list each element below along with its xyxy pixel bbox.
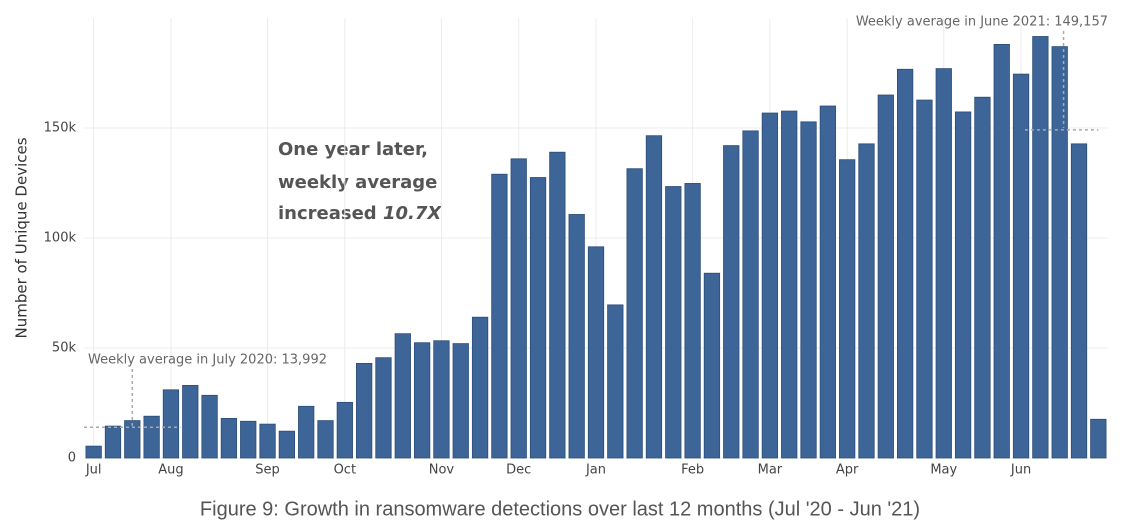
bar: [877, 94, 894, 459]
bar: [394, 333, 411, 459]
bar: [259, 423, 276, 459]
bar: [471, 316, 489, 459]
reference-label: Weekly average in July 2020: 13,992: [88, 353, 327, 368]
bar: [935, 68, 952, 459]
annotation-line: increased 10.7X: [278, 203, 442, 224]
bar: [954, 111, 972, 459]
bar: [742, 130, 759, 459]
bar: [587, 246, 605, 459]
bar: [781, 110, 798, 459]
y-tick-label: 50k: [52, 341, 77, 356]
x-tick-label: Feb: [681, 463, 704, 478]
x-tick-label: Sep: [255, 463, 280, 478]
x-tick-label: Jul: [85, 463, 102, 478]
bar: [278, 430, 295, 459]
bar: [839, 159, 856, 459]
bar: [182, 384, 199, 459]
bar: [665, 186, 682, 459]
bar: [626, 168, 643, 459]
caption: Figure 9: Growth in ransomware detection…: [200, 498, 920, 520]
bar: [761, 112, 779, 459]
bar: [240, 420, 257, 459]
bar: [703, 272, 721, 459]
bar: [1051, 46, 1068, 459]
bar: [529, 177, 547, 459]
bar: [607, 304, 624, 459]
bar: [897, 68, 914, 459]
x-tick-label: Apr: [836, 463, 859, 478]
annotation-line: One year later,: [278, 139, 428, 160]
bar: [85, 445, 102, 459]
reference-label: Weekly average in June 2021: 149,157: [856, 15, 1108, 30]
bar: [143, 415, 160, 459]
annotation-text: increased: [278, 203, 377, 224]
bar: [800, 121, 817, 459]
x-tick-label: Jan: [585, 463, 606, 478]
bar: [413, 342, 431, 459]
x-tick-label: Aug: [158, 463, 183, 478]
bar: [491, 173, 508, 459]
bar: [356, 362, 373, 459]
bar: [993, 44, 1010, 459]
bar: [1070, 143, 1088, 459]
bar: [124, 420, 141, 459]
y-axis-label: Number of Unique Devices: [13, 137, 31, 338]
bar: [375, 357, 392, 459]
bar: [974, 96, 991, 459]
x-tick-label: Oct: [334, 463, 356, 478]
bar: [298, 405, 315, 459]
bar: [568, 214, 585, 459]
bar: [201, 394, 218, 459]
y-tick-label: 150k: [44, 121, 77, 136]
bar: [819, 105, 836, 459]
bar: [336, 401, 353, 459]
x-tick-label: Nov: [429, 463, 455, 478]
bar: [104, 425, 122, 459]
bar: [162, 389, 180, 459]
x-tick-label: Jun: [1010, 463, 1031, 478]
bar: [433, 340, 450, 459]
bar: [452, 343, 469, 459]
bar: [549, 151, 566, 459]
bar: [1090, 418, 1107, 459]
annotation-emphasis: 10.7X: [383, 203, 442, 224]
bar: [510, 158, 527, 459]
x-tick-label: Mar: [758, 463, 783, 478]
bar: [317, 420, 334, 459]
y-tick-label: 0: [68, 451, 76, 466]
bar: [684, 183, 701, 459]
bar: [723, 145, 740, 459]
bar: [645, 135, 663, 459]
bar: [1012, 73, 1030, 459]
bar: [858, 143, 875, 459]
bar: [1032, 36, 1049, 459]
x-tick-label: May: [930, 463, 957, 478]
x-tick-label: Dec: [506, 463, 531, 478]
bar: [916, 99, 933, 459]
bar: [220, 417, 238, 459]
y-tick-label: 100k: [44, 231, 77, 246]
annotation-line: weekly average: [278, 172, 437, 193]
